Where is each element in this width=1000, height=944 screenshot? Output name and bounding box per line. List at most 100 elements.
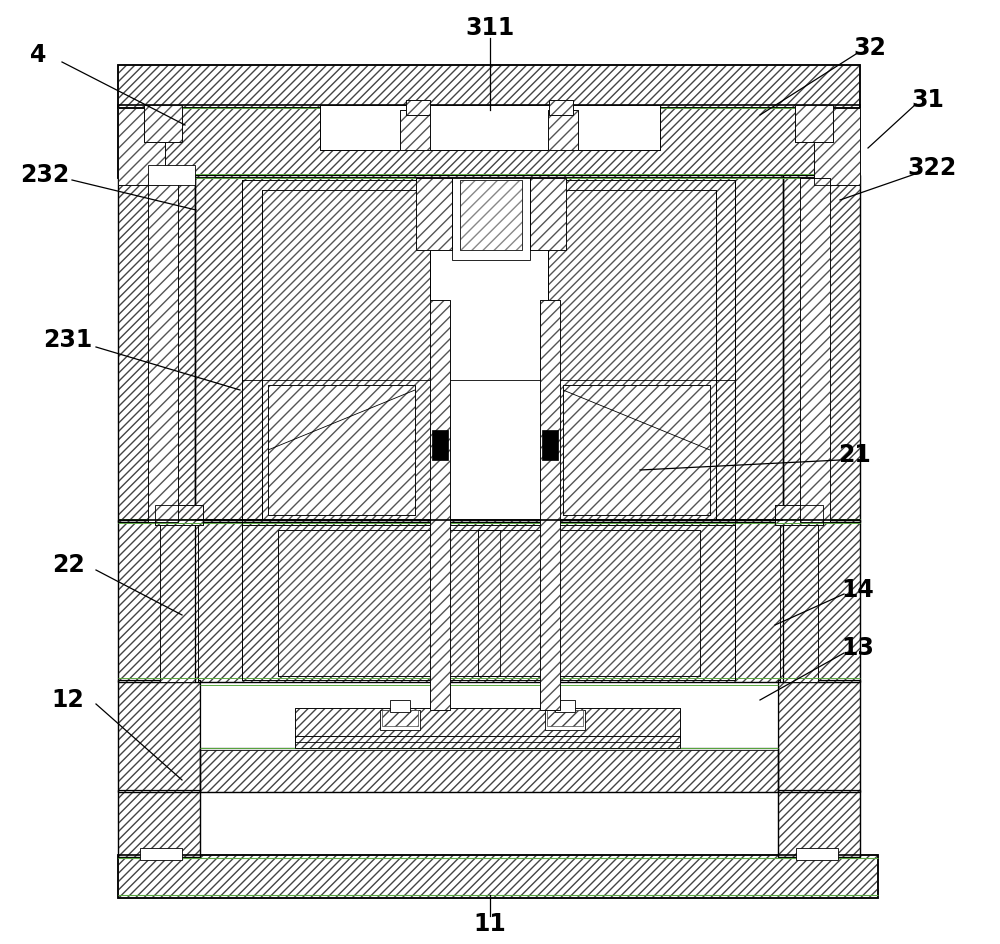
Bar xyxy=(242,180,735,520)
Bar xyxy=(549,100,573,115)
Bar xyxy=(118,108,165,185)
Bar xyxy=(118,105,860,178)
Bar xyxy=(548,110,578,150)
Bar xyxy=(549,100,573,115)
Bar xyxy=(380,710,420,730)
Bar xyxy=(778,680,860,792)
Bar xyxy=(144,105,182,142)
Bar xyxy=(452,178,530,260)
Bar xyxy=(118,105,860,178)
Bar xyxy=(778,790,860,857)
Bar xyxy=(430,190,548,520)
Bar xyxy=(118,680,200,792)
Bar xyxy=(160,520,198,682)
Bar xyxy=(540,300,560,710)
Bar xyxy=(814,108,860,185)
Bar xyxy=(796,848,838,860)
Bar xyxy=(295,708,680,742)
Text: 12: 12 xyxy=(52,688,84,712)
Bar xyxy=(148,178,178,522)
Bar xyxy=(406,100,430,115)
Text: 322: 322 xyxy=(907,156,957,180)
Bar xyxy=(400,110,430,150)
Text: 32: 32 xyxy=(854,36,886,60)
Bar xyxy=(200,682,778,750)
Bar xyxy=(542,430,558,460)
Bar xyxy=(800,178,830,522)
Text: 21: 21 xyxy=(839,443,871,467)
Bar xyxy=(478,530,700,676)
Bar xyxy=(547,710,583,726)
Bar xyxy=(795,105,833,142)
Bar xyxy=(545,710,585,730)
Text: 13: 13 xyxy=(842,636,874,660)
Bar xyxy=(400,110,430,150)
Bar xyxy=(780,520,818,682)
Bar xyxy=(118,520,195,682)
Bar xyxy=(118,680,200,792)
Bar xyxy=(262,190,430,520)
Bar xyxy=(295,736,680,748)
Bar xyxy=(278,530,500,676)
Bar xyxy=(460,180,522,250)
Text: 31: 31 xyxy=(912,88,944,112)
Bar xyxy=(783,520,860,682)
Bar xyxy=(778,790,860,857)
Bar xyxy=(320,105,660,150)
Bar xyxy=(775,505,823,525)
Bar xyxy=(416,178,452,250)
Bar xyxy=(118,790,200,857)
Bar xyxy=(530,178,566,250)
Text: 231: 231 xyxy=(43,328,93,352)
Bar xyxy=(242,525,735,680)
Bar xyxy=(432,430,448,460)
Bar xyxy=(155,505,203,525)
Text: 232: 232 xyxy=(20,163,70,187)
Bar xyxy=(144,105,182,142)
Bar xyxy=(416,178,452,250)
Bar xyxy=(242,525,735,680)
Bar xyxy=(320,105,660,150)
Bar xyxy=(778,680,860,792)
Bar xyxy=(195,520,783,682)
Bar xyxy=(144,105,182,142)
Text: 14: 14 xyxy=(842,578,874,602)
Bar xyxy=(548,190,716,520)
Text: 22: 22 xyxy=(52,553,84,577)
Bar xyxy=(242,180,735,520)
Bar xyxy=(540,300,560,710)
Bar xyxy=(278,530,500,676)
Bar xyxy=(195,175,783,522)
Bar xyxy=(783,175,860,522)
Bar xyxy=(195,520,783,682)
Bar xyxy=(382,710,418,726)
Bar xyxy=(118,855,878,898)
Bar xyxy=(563,385,710,515)
Bar xyxy=(563,385,710,515)
Bar xyxy=(530,178,566,250)
Bar xyxy=(800,178,830,522)
Bar xyxy=(478,530,700,676)
Bar xyxy=(160,520,198,682)
Bar xyxy=(783,175,860,522)
Bar xyxy=(118,520,195,682)
Bar xyxy=(118,65,860,108)
Bar xyxy=(140,848,182,860)
Bar xyxy=(795,105,833,142)
Bar xyxy=(775,505,823,525)
Bar xyxy=(118,175,195,522)
Bar xyxy=(390,700,410,712)
Bar xyxy=(118,175,195,522)
Bar xyxy=(148,165,195,185)
Text: 311: 311 xyxy=(465,16,515,40)
Bar xyxy=(278,530,500,676)
Bar xyxy=(814,108,860,185)
Bar xyxy=(783,520,860,682)
Bar xyxy=(320,105,660,150)
Bar xyxy=(118,790,200,857)
Bar xyxy=(155,505,203,525)
Bar xyxy=(295,708,680,742)
Bar xyxy=(148,178,178,522)
Bar xyxy=(478,530,700,676)
Text: 11: 11 xyxy=(474,912,506,936)
